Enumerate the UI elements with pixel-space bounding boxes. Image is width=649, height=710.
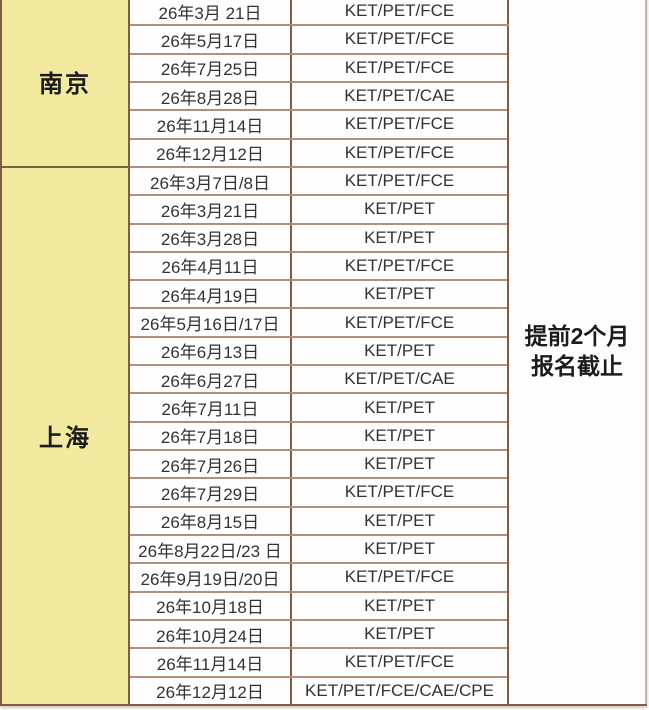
table-row: 26年8月28日 KET/PET/CAE: [1, 80, 646, 112]
exam-date-cell: 26年11月14日: [128, 109, 292, 140]
exam-types-cell: KET/PET/FCE: [290, 52, 509, 83]
table-row: 26年7月29日 KET/PET/FCE: [1, 477, 646, 508]
exam-date-cell: 26年8月28日: [128, 80, 292, 112]
exam-date-cell: 26年5月16日/17日: [128, 307, 292, 338]
table-row: 26年7月25日 KET/PET/FCE: [1, 52, 646, 83]
deadline-note-cell: 提前2个月报名截止: [507, 0, 647, 706]
exam-date-cell: 26年9月19日/20日: [128, 562, 292, 593]
table-row: 26年3月21日 KET/PET: [1, 194, 646, 225]
exam-types-cell: KET/PET: [290, 194, 509, 225]
exam-date-cell: 26年4月19日: [128, 279, 292, 310]
exam-types-cell: KET/PET/FCE: [290, 137, 509, 168]
table-row: 26年11月14日 KET/PET/FCE: [1, 647, 646, 678]
exam-date-cell: 26年12月12日: [128, 137, 292, 168]
table-row: 26年5月17日 KET/PET/FCE: [1, 24, 646, 55]
exam-types-cell: KET/PET: [290, 420, 509, 452]
exam-types-cell: KET/PET/FCE: [290, 165, 509, 197]
exam-types-cell: KET/PET/CAE: [290, 364, 509, 395]
exam-date-cell: 26年7月18日: [128, 420, 292, 452]
exam-types-cell: KET/PET/CAE: [290, 80, 509, 112]
exam-date-cell: 26年7月25日: [128, 52, 292, 83]
exam-types-cell: KET/PET: [290, 222, 509, 253]
exam-types-cell: KET/PET: [290, 448, 509, 480]
table-row: 26年6月27日 KET/PET/CAE: [1, 364, 646, 395]
table-row: 26年11月14日 KET/PET/FCE: [1, 109, 646, 140]
exam-types-cell: KET/PET: [290, 533, 509, 565]
table-row: 26年9月19日/20日 KET/PET/FCE: [1, 562, 646, 593]
exam-date-cell: 26年7月11日: [128, 392, 292, 423]
exam-types-cell: KET/PET/FCE: [290, 0, 509, 27]
exam-types-cell: KET/PET: [290, 335, 509, 367]
exam-date-cell: 26年3月28日: [128, 222, 292, 253]
exam-date-cell: 26年7月26日: [128, 448, 292, 480]
exam-types-cell: KET/PET: [290, 279, 509, 310]
table-row: 26年4月19日 KET/PET: [1, 279, 646, 310]
exam-types-cell: KET/PET/FCE: [290, 109, 509, 140]
table-row: 26年8月22日/23 日 KET/PET: [1, 533, 646, 565]
exam-types-cell: KET/PET: [290, 590, 509, 621]
exam-date-cell: 26年10月24日: [128, 618, 292, 650]
table-row: 26年5月16日/17日 KET/PET/FCE: [1, 307, 646, 338]
exam-types-cell: KET/PET: [290, 505, 509, 536]
table-row: 26年4月11日 KET/PET/FCE: [1, 250, 646, 282]
exam-types-cell: KET/PET/FCE: [290, 307, 509, 338]
exam-types-cell: KET/PET/FCE: [290, 647, 509, 678]
exam-types-cell: KET/PET/FCE: [290, 250, 509, 282]
table-row: 26年3月28日 KET/PET: [1, 222, 646, 253]
table-row: 26年10月24日 KET/PET: [1, 618, 646, 650]
exam-date-cell: 26年8月15日: [128, 505, 292, 536]
table-row: 26年12月12日 KET/PET/FCE: [1, 137, 646, 168]
exam-types-cell: KET/PET/FCE: [290, 24, 509, 55]
table-row: 26年10月18日 KET/PET: [1, 590, 646, 621]
exam-date-cell: 26年6月13日: [128, 335, 292, 367]
deadline-note-line1: 提前2个月: [524, 322, 630, 349]
city-cell: 上海: [0, 165, 130, 706]
deadline-note-line2: 报名截止: [531, 352, 623, 379]
table-row: 26年8月15日 KET/PET: [1, 505, 646, 536]
table-row: 26年7月26日 KET/PET: [1, 448, 646, 480]
exam-date-cell: 26年5月17日: [128, 24, 292, 55]
exam-date-cell: 26年12月12日: [128, 675, 292, 706]
exam-date-cell: 26年11月14日: [128, 647, 292, 678]
table-row: 26年7月18日 KET/PET: [1, 420, 646, 452]
exam-date-cell: 26年3月21日: [128, 194, 292, 225]
exam-date-cell: 26年6月27日: [128, 364, 292, 395]
exam-date-cell: 26年7月29日: [128, 477, 292, 508]
exam-types-cell: KET/PET: [290, 392, 509, 423]
exam-date-cell: 26年10月18日: [128, 590, 292, 621]
city-cell: 南京: [0, 0, 130, 168]
exam-types-cell: KET/PET: [290, 618, 509, 650]
table-row: 26年12月12日 KET/PET/FCE/CAE/CPE: [1, 675, 646, 706]
exam-types-cell: KET/PET/FCE: [290, 477, 509, 508]
exam-types-cell: KET/PET/FCE/CAE/CPE: [290, 675, 509, 706]
exam-date-cell: 26年3月 21日: [128, 0, 292, 27]
table-row: 26年7月11日 KET/PET: [1, 392, 646, 423]
table-row: 26年6月13日 KET/PET: [1, 335, 646, 367]
table-row: 上海 26年3月7日/8日 KET/PET/FCE: [0, 165, 646, 706]
exam-date-cell: 26年4月11日: [128, 250, 292, 282]
exam-date-cell: 26年8月22日/23 日: [128, 533, 292, 565]
exam-types-cell: KET/PET/FCE: [290, 562, 509, 593]
exam-date-cell: 26年3月7日/8日: [128, 165, 292, 197]
